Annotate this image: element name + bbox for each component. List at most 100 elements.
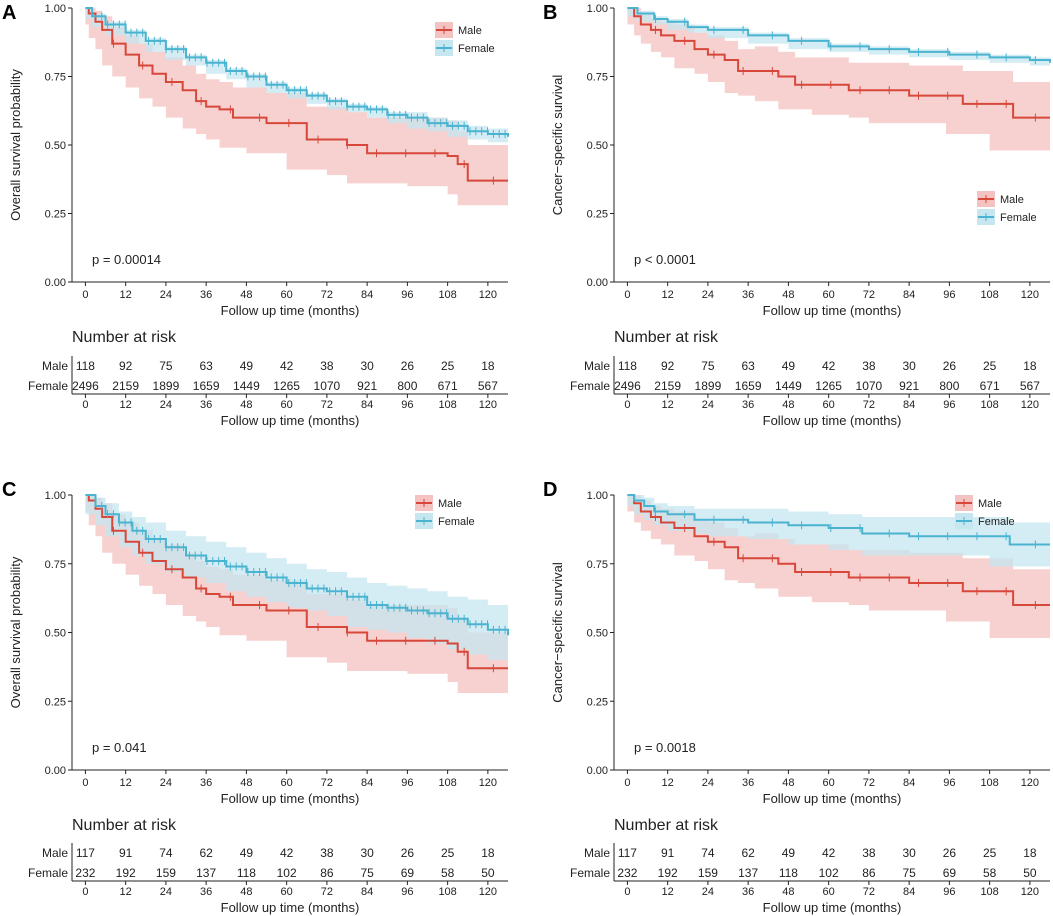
- risk-x-tick-label: 24: [702, 886, 714, 898]
- censor-marks-female: [101, 502, 506, 634]
- risk-count: 38: [320, 359, 334, 373]
- risk-count: 42: [822, 846, 836, 860]
- y-tick-label: 0.00: [45, 765, 66, 777]
- risk-count: 921: [899, 379, 919, 393]
- y-tick-label: 0.00: [45, 277, 66, 289]
- x-tick-label: 0: [82, 289, 88, 301]
- survival-curve-female: [627, 494, 1050, 546]
- x-axis-label: Follow up time (months): [763, 303, 902, 318]
- x-tick-label: 60: [281, 777, 293, 789]
- confidence-band-female: [85, 495, 509, 660]
- legend-item-male: Male: [435, 22, 482, 38]
- y-tick-label: 0.50: [587, 140, 608, 152]
- y-tick-label: 1.00: [587, 3, 608, 15]
- panel-letter: D: [543, 479, 557, 501]
- risk-count: 102: [819, 866, 839, 880]
- risk-count: 75: [159, 359, 173, 373]
- risk-count: 74: [159, 846, 173, 860]
- risk-x-tick-label: 36: [200, 886, 212, 898]
- risk-count: 50: [1023, 866, 1037, 880]
- legend-label: Male: [438, 498, 462, 510]
- risk-x-tick-label: 96: [943, 886, 955, 898]
- risk-count: 1449: [775, 379, 802, 393]
- risk-x-tick-label: 0: [82, 399, 88, 411]
- risk-x-tick-label: 120: [479, 886, 497, 898]
- risk-count: 42: [822, 359, 836, 373]
- risk-table-title: Number at risk: [72, 329, 177, 346]
- x-tick-label: 72: [321, 777, 333, 789]
- risk-x-tick-label: 108: [438, 886, 456, 898]
- censor-marks-female: [654, 14, 1036, 65]
- y-tick-label: 1.00: [45, 490, 66, 502]
- risk-row-label-female: Female: [28, 379, 68, 393]
- risk-count: 42: [280, 359, 294, 373]
- censor-marks-female: [101, 12, 506, 139]
- x-tick-label: 0: [624, 289, 630, 301]
- risk-row-label-male: Male: [584, 359, 610, 373]
- risk-count: 38: [862, 846, 876, 860]
- risk-table-title: Number at risk: [614, 329, 719, 346]
- risk-count: 102: [277, 866, 297, 880]
- risk-count: 26: [401, 359, 415, 373]
- x-tick-label: 96: [401, 777, 413, 789]
- y-tick-label: 0.50: [45, 628, 66, 640]
- y-tick-label: 0.75: [45, 559, 66, 571]
- risk-x-tick-label: 84: [903, 399, 915, 411]
- survival-curve-male: [627, 494, 1050, 606]
- censor-marks-male: [654, 25, 1036, 122]
- survival-curve-male: [85, 494, 508, 670]
- risk-x-tick-label: 36: [742, 886, 754, 898]
- risk-count: 30: [902, 846, 916, 860]
- risk-x-tick-label: 120: [1021, 886, 1039, 898]
- risk-x-tick-label: 48: [782, 886, 794, 898]
- risk-count: 58: [441, 866, 455, 880]
- risk-x-tick-label: 60: [823, 886, 835, 898]
- risk-count: 42: [280, 846, 294, 860]
- risk-row-label-male: Male: [42, 359, 68, 373]
- censor-marks-male: [654, 513, 1036, 609]
- risk-count: 1265: [273, 379, 300, 393]
- x-tick-label: 36: [742, 289, 754, 301]
- x-tick-label: 108: [980, 777, 998, 789]
- legend-label: Female: [1000, 212, 1037, 224]
- x-tick-label: 12: [120, 777, 132, 789]
- risk-count: 118: [618, 359, 637, 373]
- x-tick-label: 120: [479, 289, 497, 301]
- x-tick-label: 60: [281, 289, 293, 301]
- x-tick-label: 48: [782, 777, 794, 789]
- risk-count: 75: [902, 866, 916, 880]
- y-tick-label: 0.75: [45, 72, 66, 84]
- risk-count: 800: [397, 379, 417, 393]
- censor-marks-male: [112, 526, 494, 673]
- risk-x-tick-label: 84: [903, 886, 915, 898]
- risk-count: 38: [862, 359, 876, 373]
- legend-label: Female: [978, 516, 1015, 528]
- risk-x-tick-label: 48: [240, 886, 252, 898]
- risk-x-tick-label: 108: [438, 399, 456, 411]
- risk-x-tick-label: 72: [321, 886, 333, 898]
- risk-count: 118: [76, 359, 95, 373]
- x-tick-label: 48: [782, 289, 794, 301]
- x-tick-label: 12: [662, 777, 674, 789]
- x-tick-label: 72: [863, 289, 875, 301]
- risk-count: 49: [240, 846, 254, 860]
- legend-item-female: Female: [977, 209, 1037, 225]
- risk-x-tick-label: 96: [401, 399, 413, 411]
- risk-count: 75: [701, 359, 715, 373]
- risk-count: 92: [119, 359, 133, 373]
- y-tick-label: 1.00: [45, 3, 66, 15]
- x-tick-label: 48: [240, 777, 252, 789]
- risk-x-tick-label: 72: [321, 399, 333, 411]
- risk-count: 25: [983, 846, 997, 860]
- x-tick-label: 96: [401, 289, 413, 301]
- censor-marks-female: [654, 507, 1036, 549]
- confidence-band-female: [627, 495, 1050, 567]
- x-axis-label: Follow up time (months): [221, 791, 360, 806]
- x-tick-label: 72: [863, 777, 875, 789]
- x-tick-label: 84: [903, 289, 915, 301]
- risk-count: 1659: [193, 379, 220, 393]
- y-tick-label: 0.50: [45, 140, 66, 152]
- risk-count: 2159: [654, 379, 681, 393]
- risk-count: 117: [76, 846, 95, 860]
- risk-table: Number at risk Male 117 91 74 62 49 42 38 30 26 25 1…: [570, 817, 1050, 915]
